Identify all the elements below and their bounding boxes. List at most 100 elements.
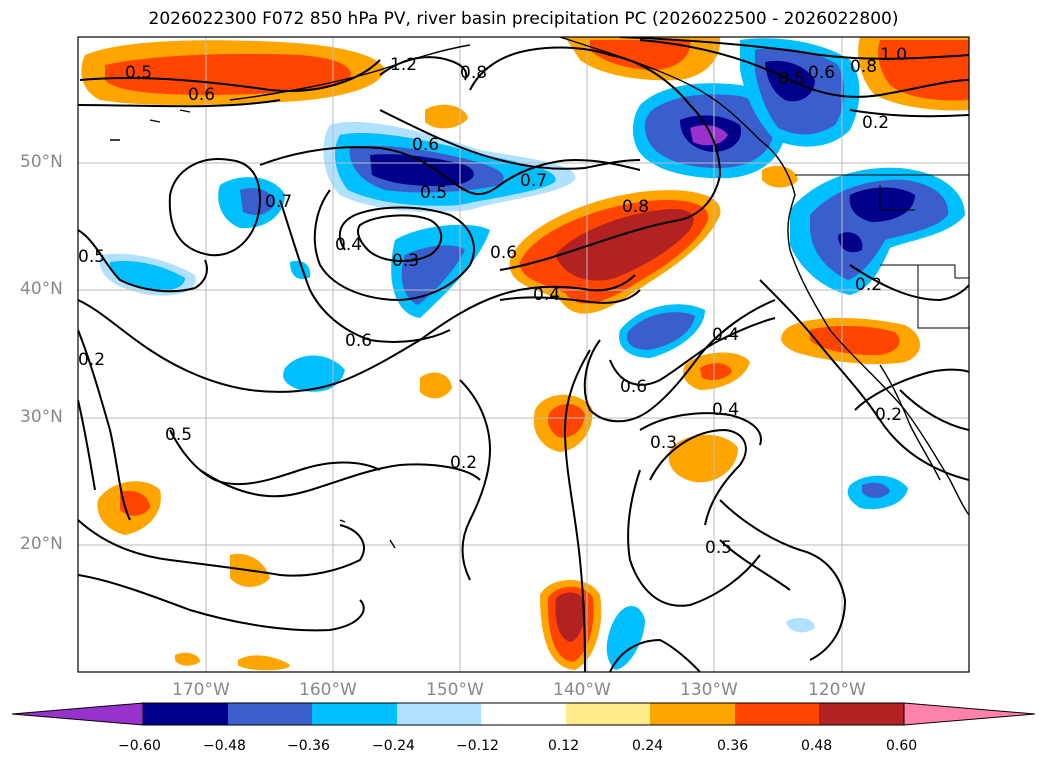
negative-anomaly-region	[283, 355, 345, 392]
negative-anomaly-core	[627, 312, 695, 350]
contour-labels: 0.5 0.6 1.2 0.8 0.6 0.5 0.7 0.8 0.7 0.4 …	[78, 45, 907, 558]
positive-anomaly-core	[105, 53, 351, 95]
pv-contour	[899, 389, 969, 431]
contour-label: 0.4	[533, 285, 560, 305]
pv-contour	[344, 274, 636, 381]
colorbar-tick-label: −0.24	[372, 738, 415, 754]
pv-contour	[759, 279, 969, 481]
colorbar-overflow-triangle	[903, 702, 1036, 726]
pv-contour	[78, 229, 208, 293]
colorbar-tick-label: 0.48	[801, 738, 833, 754]
coastlines	[110, 37, 969, 549]
colorbar-tick-label: 0.12	[548, 738, 580, 754]
contour-label: 0.6	[412, 135, 439, 155]
pv-contour	[379, 56, 468, 81]
positive-anomaly-small	[425, 104, 468, 129]
colorbar-tick-label: −0.12	[456, 738, 499, 754]
positive-anomaly-core	[555, 592, 586, 642]
positive-anomaly-core	[700, 363, 732, 380]
pv-contour	[849, 264, 969, 302]
contour-label: 0.8	[460, 63, 487, 83]
pv-contour	[627, 469, 761, 607]
pv-contour	[199, 463, 481, 498]
pv-contour	[79, 59, 381, 92]
contour-label: 0.8	[850, 57, 877, 77]
positive-anomaly-small	[238, 655, 290, 671]
contour-label: 0.5	[78, 247, 105, 267]
lon-label: 140°W	[553, 680, 611, 700]
pv-contour	[649, 428, 747, 526]
pv-contour	[379, 109, 641, 170]
colorbar-tick-label: −0.36	[287, 738, 330, 754]
contour-label: 0.2	[450, 453, 477, 473]
contour-label: 0.2	[875, 405, 902, 425]
colorbar-tick-label: 0.24	[632, 738, 664, 754]
contour-label: 0.5	[125, 63, 152, 83]
contour-label: 0.5	[778, 69, 805, 89]
negative-anomaly-core	[810, 179, 949, 280]
contour-label: 0.7	[520, 171, 547, 191]
pv-contour	[469, 46, 611, 91]
lon-label: 170°W	[172, 680, 230, 700]
colorbar	[11, 702, 1036, 726]
pv-contour	[459, 379, 492, 581]
positive-anomaly-core	[548, 404, 585, 438]
borders	[795, 174, 969, 329]
contour-label: 0.2	[78, 350, 105, 370]
lat-label: 20°N	[20, 534, 63, 554]
pv-contour	[619, 37, 969, 60]
contour-label: 0.5	[165, 425, 192, 445]
shaded-precip-pc	[81, 37, 969, 671]
contour-label: 1.0	[880, 45, 907, 65]
pv-contour	[259, 146, 641, 195]
pv-contour	[78, 299, 346, 393]
pv-contour	[78, 99, 281, 108]
positive-anomaly-core	[590, 40, 691, 70]
pv-contour	[357, 214, 443, 262]
positive-anomaly-small	[762, 165, 798, 188]
contour-label: 0.6	[188, 85, 215, 105]
pv-contour	[313, 189, 475, 302]
pv-contour	[78, 519, 365, 577]
contour-label: 0.4	[712, 400, 739, 420]
contour-label: 0.2	[855, 275, 882, 295]
pv-contour	[639, 39, 969, 98]
pv-contour	[719, 539, 791, 591]
contour-label: 0.3	[650, 433, 677, 453]
lat-label: 50°N	[20, 152, 63, 172]
pv-contour	[854, 368, 969, 411]
pv-contour	[78, 574, 365, 632]
positive-anomaly-core	[878, 40, 969, 101]
contour-label: 0.4	[335, 235, 362, 255]
lon-label: 150°W	[426, 680, 484, 700]
colorbar-tick-label: −0.60	[118, 738, 161, 754]
positive-anomaly-core	[120, 490, 150, 516]
map-title: 2026022300 F072 850 hPa PV, river basin …	[148, 9, 899, 29]
contour-label: 0.7	[265, 192, 292, 212]
lon-label: 160°W	[299, 680, 357, 700]
contour-label: 0.8	[622, 197, 649, 217]
negative-anomaly-extreme	[690, 125, 728, 146]
pv-contour	[499, 289, 641, 304]
positive-anomaly-small	[175, 652, 200, 666]
contour-label: 0.6	[490, 243, 517, 263]
contour-label: 0.5	[705, 538, 732, 558]
colorbar-tick-label: −0.48	[203, 738, 246, 754]
pv-contour	[168, 158, 262, 257]
colorbar-underflow-triangle	[11, 702, 144, 726]
pv-contour	[78, 329, 131, 521]
negative-anomaly-small	[786, 617, 815, 633]
pv-contour	[583, 299, 776, 423]
pv-contours	[78, 37, 969, 672]
lon-label: 130°W	[680, 680, 738, 700]
negative-anomaly-deep	[849, 187, 915, 222]
contour-label: 0.2	[862, 113, 889, 133]
contour-label: 0.6	[345, 331, 372, 351]
contour-label: 0.3	[392, 251, 419, 271]
pv-contour	[609, 638, 701, 672]
negative-anomaly-small	[838, 232, 863, 253]
pv-contour	[499, 54, 722, 271]
colorbar-tick-label: 0.36	[717, 738, 749, 754]
lat-label: 40°N	[20, 279, 63, 299]
pv-contour	[849, 109, 969, 118]
